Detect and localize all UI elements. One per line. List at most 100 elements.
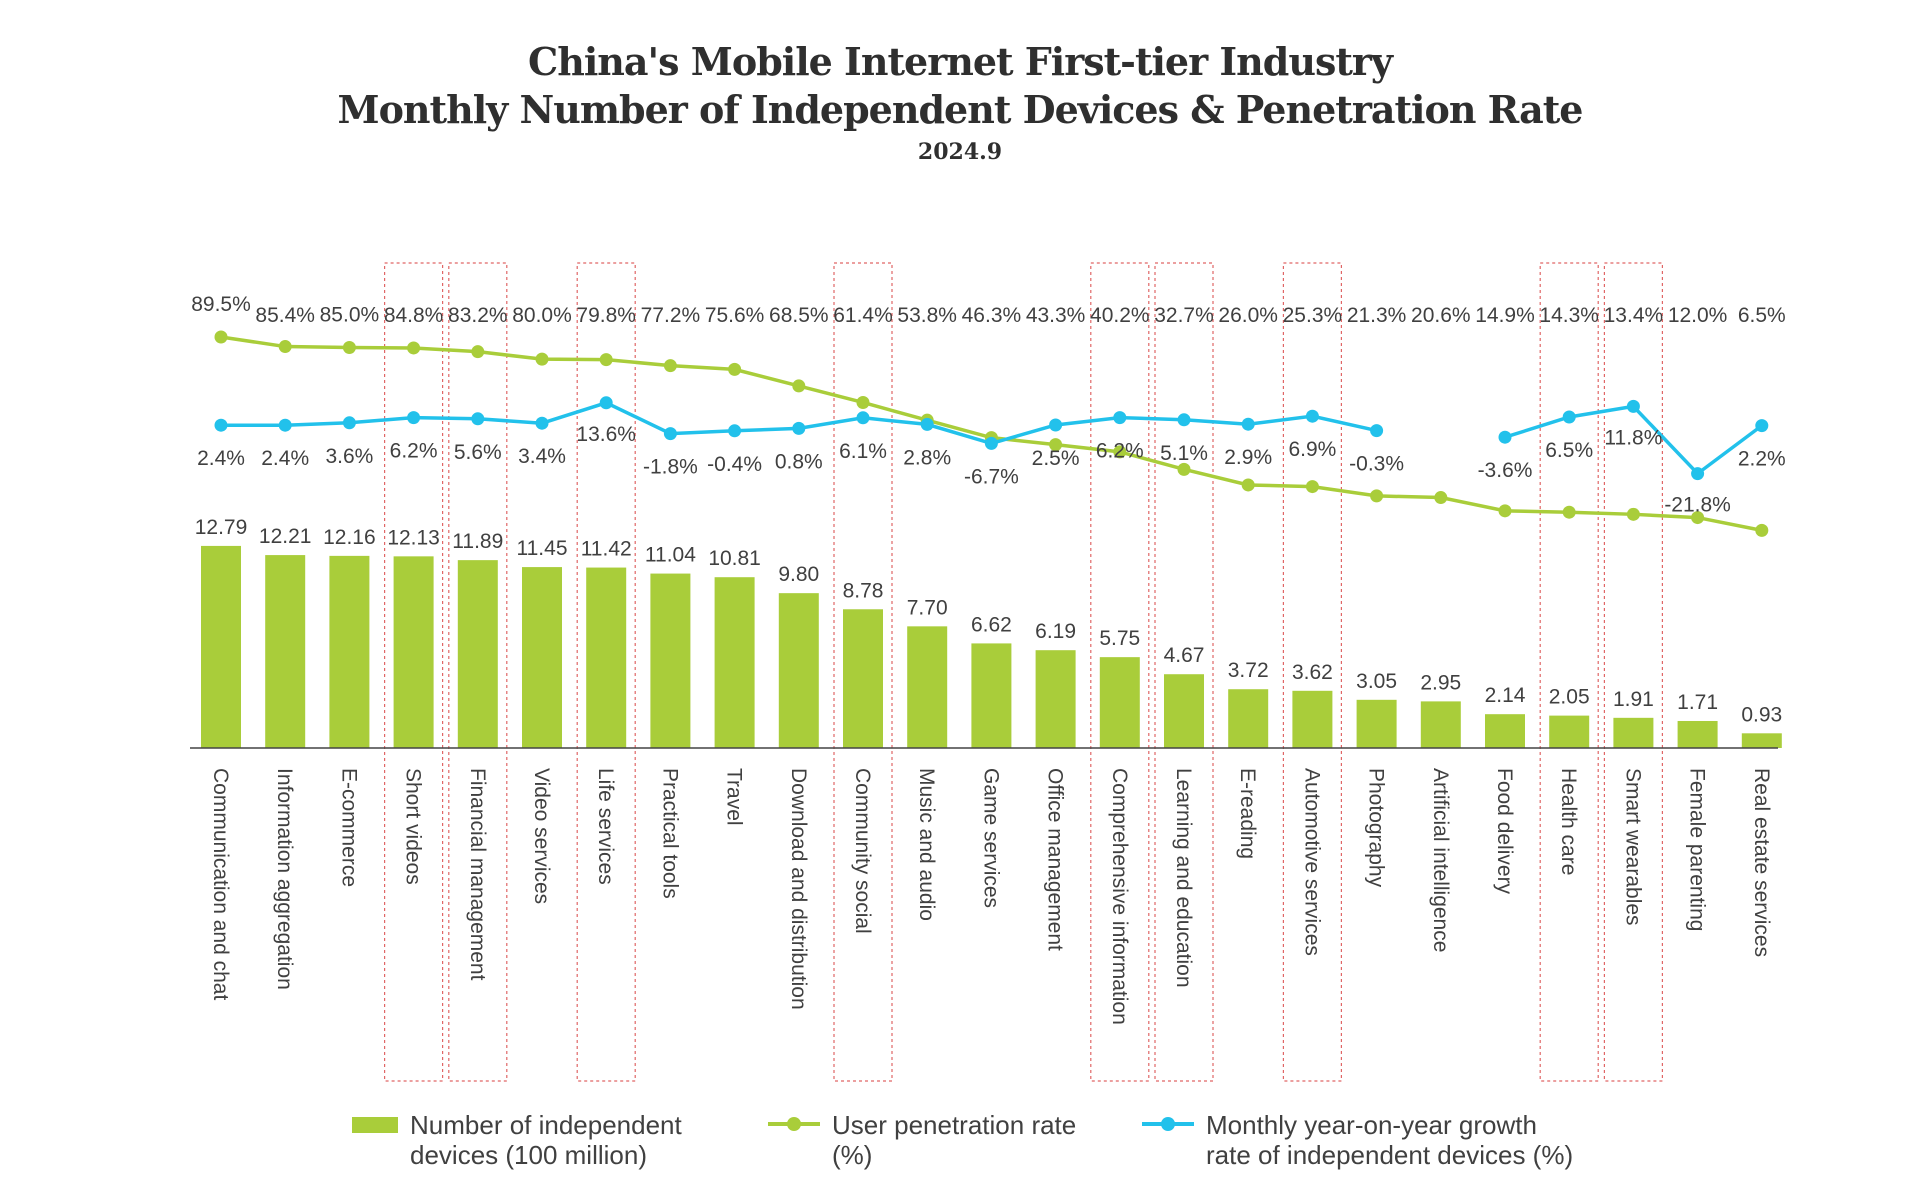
penetration-point [728,362,742,376]
bar [522,567,562,748]
penetration-point [663,359,677,373]
category-label: Office management [1044,768,1067,951]
penetration-label: 89.5% [191,293,251,316]
bar-value-label: 1.71 [1677,691,1718,714]
category-label: Comprehensive information [1108,768,1131,1025]
bar [1677,720,1718,748]
bar-value-label: 0.93 [1741,703,1782,726]
bar [457,560,498,748]
growth-label: -1.8% [643,456,698,479]
growth-label: 2.5% [1032,447,1080,470]
penetration-label: 84.8% [384,304,444,327]
category-label: Artificial intelligence [1429,768,1452,952]
penetration-label: 14.3% [1539,304,1599,327]
growth-point [278,418,292,432]
penetration-label: 75.6% [705,304,765,327]
growth-label: -6.7% [964,465,1019,488]
category-label: Real estate services [1750,768,1773,957]
bar [971,643,1012,748]
highlight-box [1603,262,1664,1082]
growth-point [920,417,934,431]
growth-point [1562,410,1576,424]
growth-label: -0.3% [1349,453,1404,476]
penetration-label: 40.2% [1090,304,1150,327]
legend-growth-swatch [1142,1110,1194,1140]
penetration-label: 80.0% [512,304,572,327]
growth-label: 3.6% [325,445,373,468]
bar [1356,699,1397,748]
bar [1420,701,1461,748]
growth-point [1498,430,1512,444]
penetration-label: 20.6% [1411,304,1471,327]
penetration-label: 79.8% [576,304,636,327]
penetration-point [535,352,549,366]
highlight-box [1539,262,1599,1082]
bar-value-label: 7.70 [907,596,948,619]
growth-point [214,418,228,432]
growth-point [1049,418,1063,432]
bar [843,609,883,748]
penetration-point [342,340,356,354]
penetration-point [1626,507,1640,521]
category-label: Game services [979,768,1002,908]
growth-label: -0.4% [707,453,762,476]
growth-label: 6.1% [839,440,887,463]
growth-label: 5.6% [454,441,502,464]
growth-label: 2.4% [261,447,309,470]
bar-value-label: 6.62 [971,613,1012,636]
growth-point [535,416,549,430]
penetration-point [1562,505,1576,519]
category-label: Short videos [402,768,425,885]
growth-point [856,411,870,425]
category-label: Information aggregation [273,768,296,990]
category-label: Community social [851,768,874,934]
penetration-point [407,341,421,355]
bar [1613,717,1654,748]
bar [1228,689,1269,748]
penetration-label: 32.7% [1154,304,1214,327]
penetration-label: 77.2% [641,304,701,327]
bar-value-label: 2.95 [1420,671,1461,694]
growth-label: 3.4% [518,445,566,468]
growth-point [728,424,742,438]
bar-value-label: 8.78 [843,579,884,602]
penetration-point [1049,438,1063,452]
category-label: Communication and chat [209,768,232,1000]
legend-penetration-label-1: User penetration rate [832,1110,1077,1140]
penetration-point [856,395,870,409]
legend-item-growth: Monthly year-on-year growth rate of inde… [1142,1110,1586,1170]
growth-point [1626,399,1640,413]
bar [329,555,370,748]
penetration-label: 61.4% [833,304,893,327]
penetration-label: 25.3% [1283,304,1343,327]
bar-value-label: 6.19 [1035,620,1076,643]
category-label: Practical tools [658,768,681,899]
bar-value-label: 11.89 [452,530,503,553]
legend-devices-label-1: Number of independent [410,1110,682,1140]
bar [907,626,948,748]
growth-point [342,416,356,430]
bar-value-label: 3.72 [1228,659,1269,682]
penetration-point [1370,489,1384,503]
growth-label: 6.2% [1096,440,1144,463]
growth-label: 2.2% [1738,448,1786,471]
bar-value-label: 11.04 [645,544,696,567]
bar [586,567,627,748]
bar-value-label: 3.62 [1292,661,1333,684]
category-label: Music and audio [915,768,938,921]
growth-point [407,411,421,425]
penetration-label: 13.4% [1604,304,1664,327]
bar-value-label: 5.75 [1099,627,1140,650]
bar [1292,690,1333,748]
category-label: Travel [723,768,746,826]
bar [1035,650,1076,748]
category-label: Financial management [466,768,489,981]
growth-point [1241,417,1255,431]
growth-point [599,396,613,410]
growth-label: 0.8% [775,450,823,473]
growth-point [1177,413,1191,427]
growth-point [1113,411,1127,425]
legend-growth-label-1: Monthly year-on-year growth [1206,1110,1537,1140]
penetration-label: 83.2% [448,304,508,327]
growth-point [1370,424,1384,438]
